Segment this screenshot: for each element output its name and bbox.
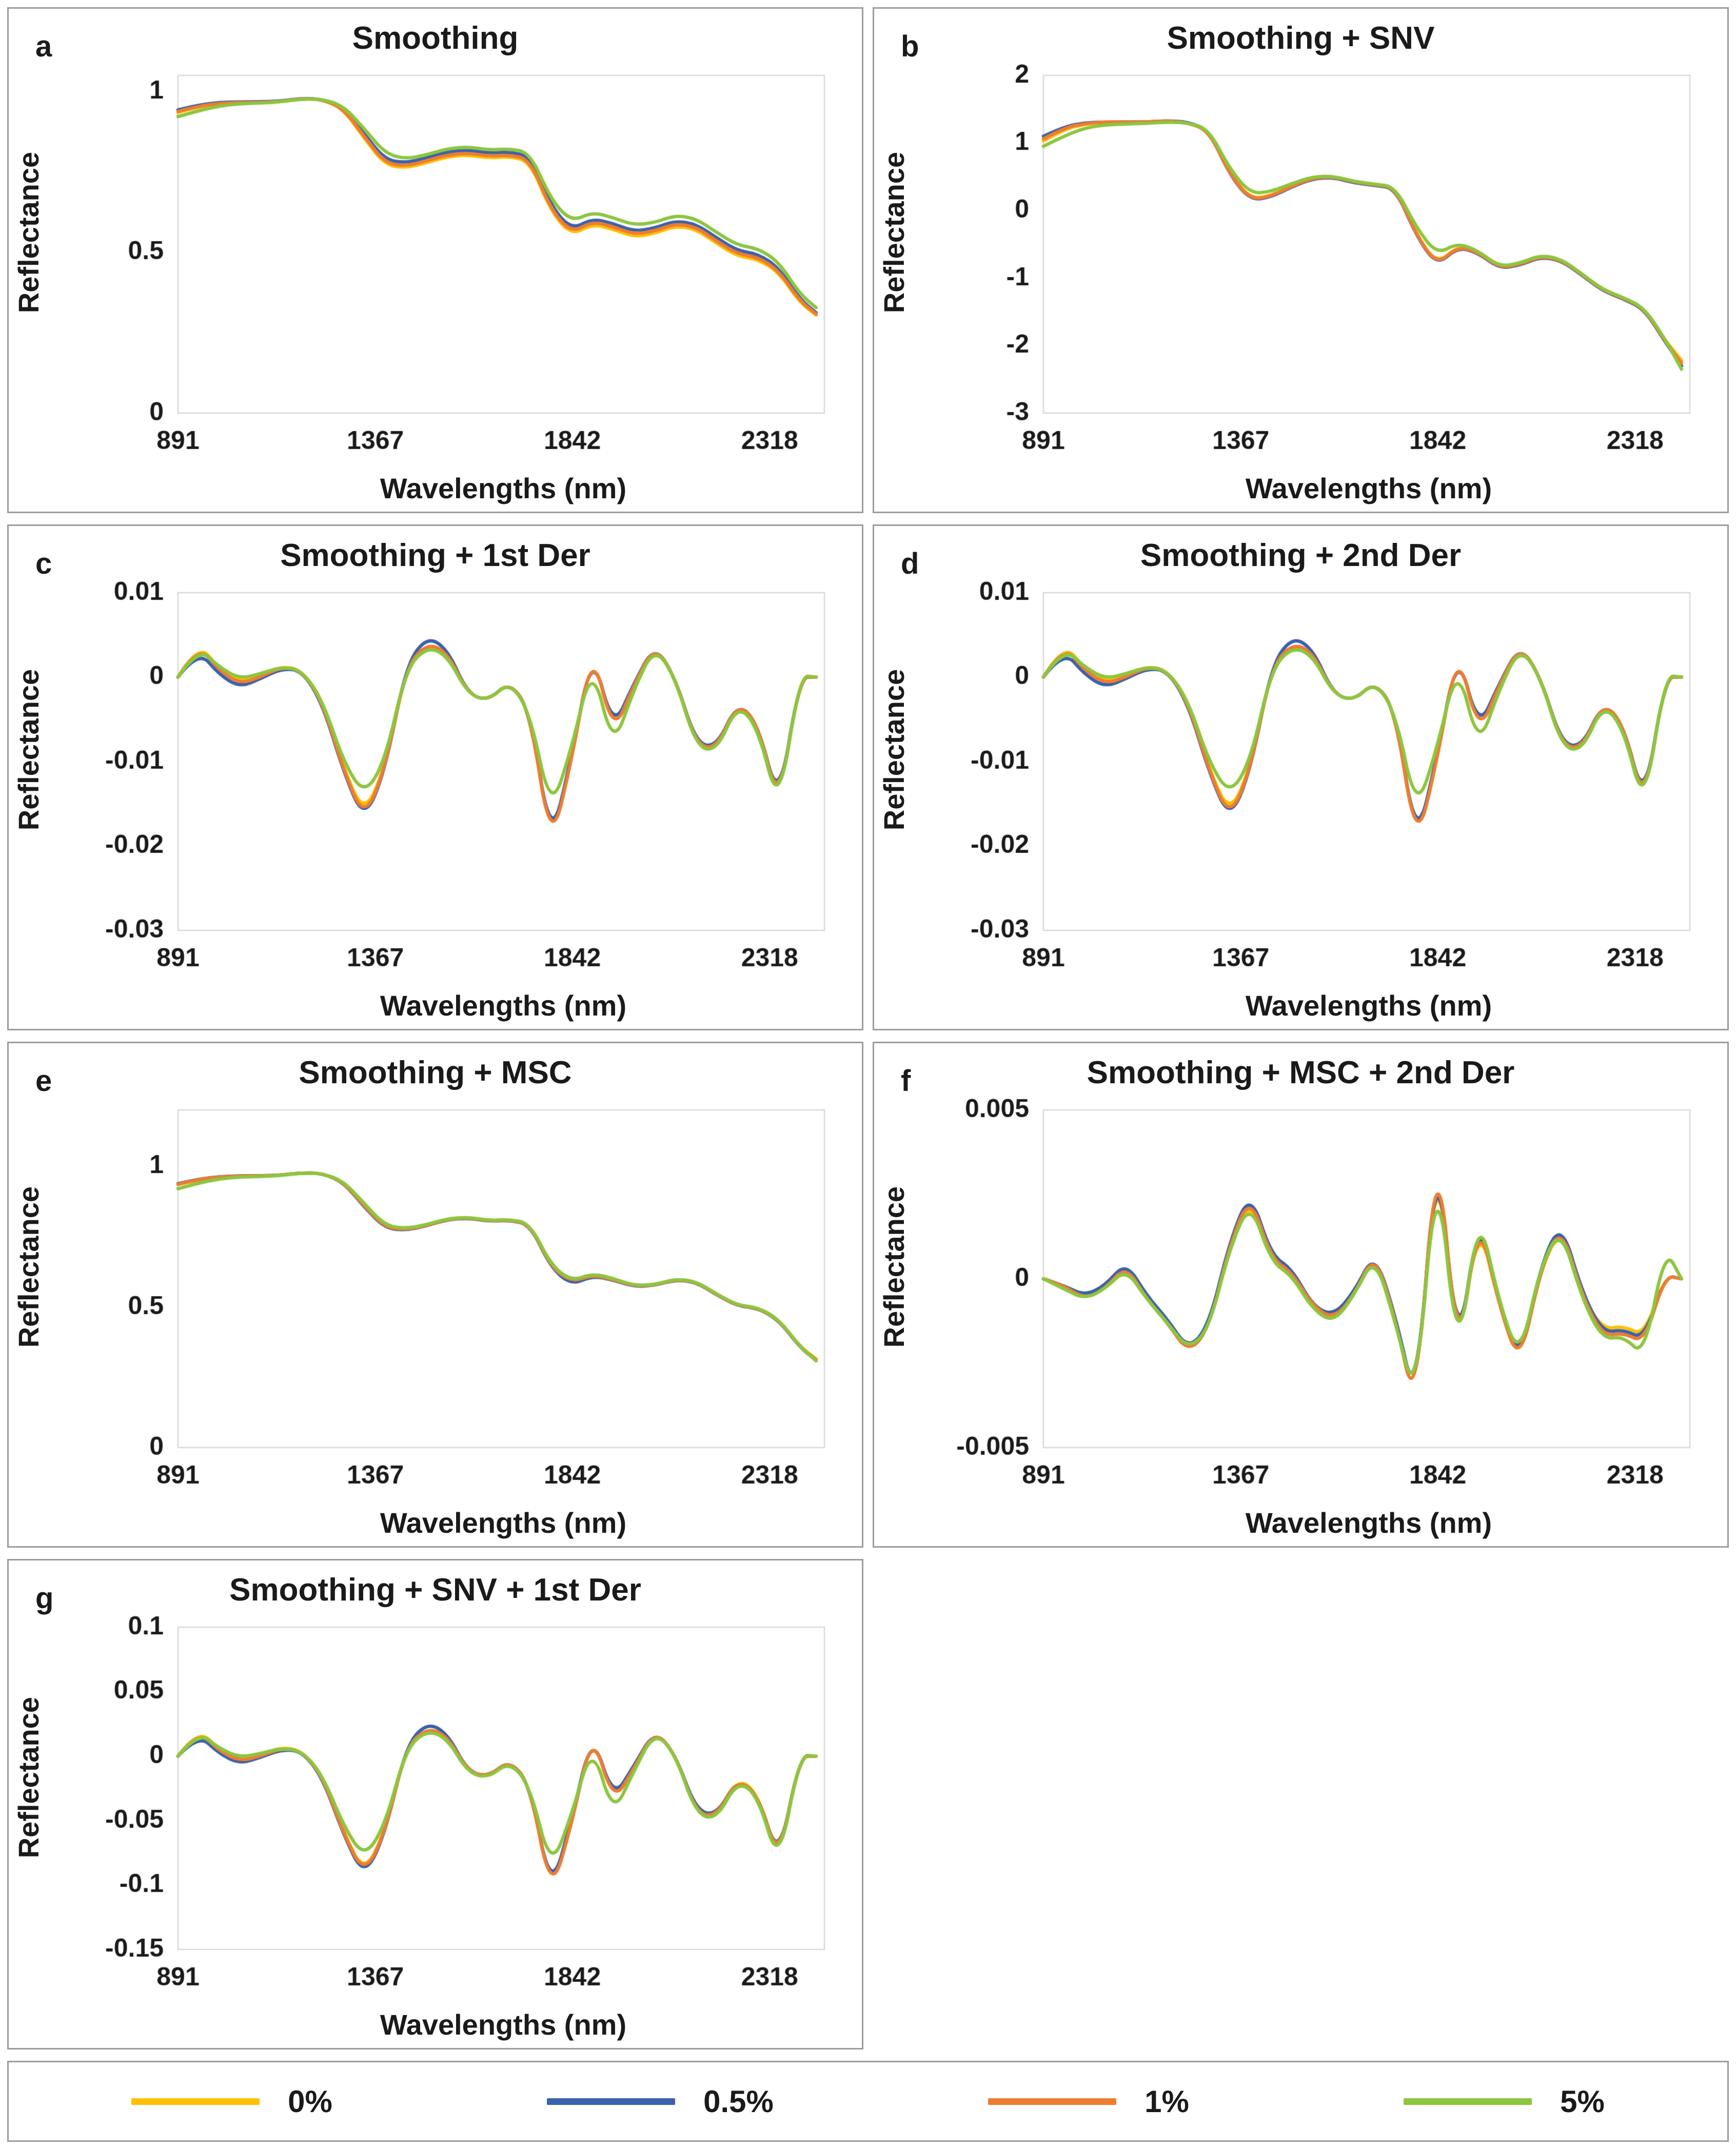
y-axis-label-wrap: Reflectance xyxy=(878,1095,918,1505)
y-axis-label-wrap: Reflectance xyxy=(878,577,918,988)
x-axis-label: Wavelengths (nm) xyxy=(380,989,627,1022)
y-axis-label: Reflectance xyxy=(878,151,910,314)
chart-body: Reflectance xyxy=(878,1095,1722,1505)
legend-label: 1% xyxy=(1145,2084,1189,2119)
line-chart-canvas-a xyxy=(52,60,853,471)
chart-body: Reflectance xyxy=(12,1612,857,2007)
chart-body: Reflectance xyxy=(12,577,857,988)
legend-line-swatch xyxy=(1404,2098,1532,2105)
y-axis-label-wrap: Reflectance xyxy=(12,1612,52,2007)
chart-body: Reflectance xyxy=(878,577,1722,988)
legend-label: 5% xyxy=(1560,2084,1605,2119)
x-axis-label: Wavelengths (nm) xyxy=(380,1507,627,1539)
panel-letter: e xyxy=(35,1064,52,1098)
legend: 0% 0.5% 1% 5% xyxy=(7,2061,1729,2142)
legend-item-0pct: 0% xyxy=(131,2084,332,2119)
panel-letter: d xyxy=(901,547,919,580)
x-axis-label: Wavelengths (nm) xyxy=(1245,1507,1492,1539)
y-axis-label: Reflectance xyxy=(878,669,910,831)
legend-line-swatch xyxy=(547,2098,676,2105)
line-chart-canvas-b xyxy=(918,60,1718,471)
chart-body: Reflectance xyxy=(12,60,857,471)
chart-title: Smoothing + MSC + 2nd Der xyxy=(1087,1055,1515,1090)
x-axis-label: Wavelengths (nm) xyxy=(1245,472,1492,504)
chart-body: Reflectance xyxy=(878,60,1722,471)
line-chart-canvas-e xyxy=(52,1095,853,1505)
chart-title: Smoothing + MSC xyxy=(299,1055,572,1090)
chart-title: Smoothing xyxy=(352,21,519,56)
panel-f: f Smoothing + MSC + 2nd Der Reflectance … xyxy=(873,1042,1729,1548)
panel-letter: c xyxy=(35,547,52,580)
panel-d: d Smoothing + 2nd Der Reflectance Wavele… xyxy=(873,524,1729,1030)
y-axis-label-wrap: Reflectance xyxy=(12,1095,52,1505)
chart-title: Smoothing + 2nd Der xyxy=(1140,538,1462,573)
y-axis-label-wrap: Reflectance xyxy=(12,577,52,988)
panel-b: b Smoothing + SNV Reflectance Wavelength… xyxy=(873,7,1729,513)
panel-c: c Smoothing + 1st Der Reflectance Wavele… xyxy=(7,524,863,1030)
empty-cell xyxy=(873,1559,1729,2050)
y-axis-label-wrap: Reflectance xyxy=(878,60,918,471)
panel-g: g Smoothing + SNV + 1st Der Reflectance … xyxy=(7,1559,863,2050)
panel-grid: a Smoothing Reflectance Wavelengths (nm)… xyxy=(7,7,1729,2142)
chart-body: Reflectance xyxy=(12,1095,857,1505)
legend-item-0_5pct: 0.5% xyxy=(547,2084,774,2119)
line-chart-canvas-g xyxy=(52,1612,853,2007)
panel-a: a Smoothing Reflectance Wavelengths (nm) xyxy=(7,7,863,513)
x-axis-label: Wavelengths (nm) xyxy=(380,472,627,504)
line-chart-canvas-d xyxy=(918,577,1718,988)
legend-line-swatch xyxy=(988,2098,1117,2105)
y-axis-label: Reflectance xyxy=(12,151,45,314)
panel-e: e Smoothing + MSC Reflectance Wavelength… xyxy=(7,1042,863,1548)
chart-title: Smoothing + SNV + 1st Der xyxy=(229,1572,641,1608)
panel-letter: b xyxy=(901,30,919,63)
legend-line-swatch xyxy=(131,2098,260,2105)
chart-title: Smoothing + SNV xyxy=(1167,21,1435,56)
legend-label: 0.5% xyxy=(703,2084,774,2119)
y-axis-label: Reflectance xyxy=(12,669,45,831)
chart-title: Smoothing + 1st Der xyxy=(280,538,590,573)
panel-letter: g xyxy=(35,1582,54,1615)
x-axis-label: Wavelengths (nm) xyxy=(380,2008,627,2041)
legend-item-1pct: 1% xyxy=(988,2084,1189,2119)
line-chart-canvas-f xyxy=(918,1095,1718,1505)
panel-letter: f xyxy=(901,1064,911,1098)
legend-label: 0% xyxy=(288,2084,332,2119)
y-axis-label: Reflectance xyxy=(878,1186,910,1348)
panel-letter: a xyxy=(35,30,52,63)
legend-item-5pct: 5% xyxy=(1404,2084,1605,2119)
y-axis-label: Reflectance xyxy=(12,1186,45,1348)
x-axis-label: Wavelengths (nm) xyxy=(1245,989,1492,1022)
y-axis-label-wrap: Reflectance xyxy=(12,60,52,471)
line-chart-canvas-c xyxy=(52,577,853,988)
y-axis-label: Reflectance xyxy=(12,1697,45,1859)
